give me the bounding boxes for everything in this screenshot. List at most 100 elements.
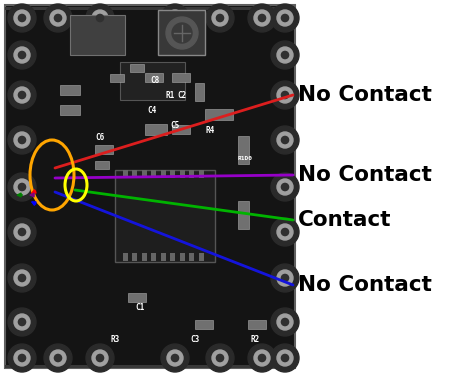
Bar: [172, 73, 190, 82]
Bar: [152, 170, 156, 178]
Circle shape: [206, 344, 234, 372]
Circle shape: [55, 15, 62, 22]
Text: C1: C1: [136, 303, 145, 313]
Circle shape: [282, 275, 289, 282]
Circle shape: [271, 41, 299, 69]
Circle shape: [172, 355, 179, 362]
Bar: [110, 74, 124, 82]
Bar: [60, 105, 80, 115]
Bar: [95, 145, 113, 154]
Bar: [145, 124, 167, 135]
Circle shape: [282, 91, 289, 99]
Circle shape: [50, 10, 66, 26]
Bar: [172, 125, 190, 134]
Circle shape: [271, 264, 299, 292]
Bar: [128, 293, 146, 302]
Bar: [5, 365, 295, 368]
Circle shape: [50, 350, 66, 366]
Bar: [120, 62, 185, 100]
Bar: [133, 253, 137, 261]
Circle shape: [254, 10, 270, 26]
Circle shape: [167, 10, 183, 26]
Bar: [123, 253, 128, 261]
Circle shape: [271, 173, 299, 201]
Circle shape: [277, 224, 293, 240]
Text: R3: R3: [110, 335, 119, 344]
Circle shape: [92, 350, 108, 366]
Text: R1: R1: [165, 91, 174, 99]
Circle shape: [217, 355, 224, 362]
Bar: [195, 83, 204, 101]
Circle shape: [44, 344, 72, 372]
Circle shape: [271, 218, 299, 246]
Bar: [115, 170, 215, 262]
Bar: [161, 253, 166, 261]
Circle shape: [167, 350, 183, 366]
Circle shape: [254, 350, 270, 366]
Circle shape: [44, 4, 72, 32]
Text: C2: C2: [177, 91, 187, 99]
Text: C6: C6: [95, 132, 105, 141]
Circle shape: [18, 318, 26, 326]
Circle shape: [8, 344, 36, 372]
Circle shape: [172, 15, 179, 22]
Bar: [171, 170, 175, 178]
Bar: [152, 253, 156, 261]
Bar: [171, 253, 175, 261]
Circle shape: [271, 344, 299, 372]
Circle shape: [18, 15, 26, 22]
Circle shape: [18, 355, 26, 362]
Circle shape: [8, 308, 36, 336]
Text: No Contact: No Contact: [298, 275, 432, 295]
Circle shape: [86, 344, 114, 372]
Bar: [190, 170, 194, 178]
Text: R2: R2: [250, 335, 260, 344]
Circle shape: [14, 350, 30, 366]
Circle shape: [282, 355, 289, 362]
Bar: [5, 5, 295, 368]
Circle shape: [14, 10, 30, 26]
Bar: [180, 170, 185, 178]
Bar: [142, 253, 147, 261]
Circle shape: [18, 91, 26, 99]
Bar: [60, 85, 80, 95]
Circle shape: [277, 314, 293, 330]
Bar: [95, 161, 109, 169]
Circle shape: [172, 23, 192, 43]
Circle shape: [161, 4, 189, 32]
Circle shape: [212, 350, 228, 366]
Bar: [142, 170, 147, 178]
Circle shape: [18, 183, 26, 191]
Text: C8: C8: [150, 76, 160, 85]
Bar: [130, 64, 144, 72]
Circle shape: [212, 10, 228, 26]
Bar: [238, 201, 249, 229]
Circle shape: [14, 224, 30, 240]
Circle shape: [282, 51, 289, 59]
Text: No Contact: No Contact: [298, 165, 432, 185]
Bar: [190, 253, 194, 261]
Circle shape: [55, 355, 62, 362]
Text: C5: C5: [170, 120, 180, 129]
Circle shape: [206, 4, 234, 32]
Circle shape: [277, 132, 293, 148]
Circle shape: [14, 132, 30, 148]
Circle shape: [14, 87, 30, 103]
Circle shape: [18, 229, 26, 236]
Circle shape: [277, 87, 293, 103]
Text: R4: R4: [205, 126, 215, 135]
Circle shape: [277, 47, 293, 63]
Circle shape: [282, 229, 289, 236]
Bar: [199, 170, 204, 178]
Circle shape: [282, 318, 289, 326]
Text: No Contact: No Contact: [298, 85, 432, 105]
Circle shape: [8, 41, 36, 69]
Bar: [5, 7, 295, 10]
Circle shape: [86, 4, 114, 32]
Text: Contact: Contact: [298, 210, 392, 230]
Circle shape: [271, 4, 299, 32]
Circle shape: [277, 270, 293, 286]
Text: R1D0: R1D0: [237, 156, 253, 160]
Circle shape: [8, 126, 36, 154]
Bar: [205, 109, 233, 120]
